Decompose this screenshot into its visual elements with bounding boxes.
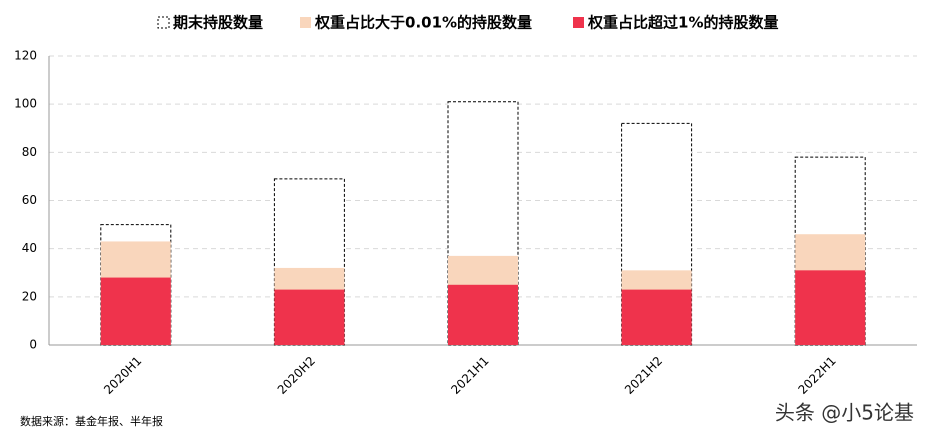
legend-marker: [157, 16, 170, 29]
y-tick-label: 100: [14, 97, 37, 111]
legend-label: 权重占比大于0.01%的持股数量: [314, 14, 532, 32]
bar: [274, 289, 345, 345]
watermark: 头条 @小5论基: [775, 401, 914, 425]
legend-label: 期末持股数量: [173, 14, 263, 32]
legend-marker: [573, 17, 584, 28]
x-tick-label: 2022H1: [796, 354, 839, 397]
y-tick-label: 80: [22, 145, 37, 159]
legend-label: 权重占比超过1%的持股数量: [587, 14, 778, 32]
x-tick-label: 2020H1: [101, 354, 144, 397]
x-tick-label: 2021H2: [622, 354, 665, 397]
source-note: 数据来源：基金年报、半年报: [20, 414, 163, 428]
y-tick-label: 40: [22, 241, 37, 255]
x-tick-label: 2021H1: [448, 354, 491, 397]
bar: [621, 289, 692, 345]
y-tick-label: 60: [22, 193, 37, 207]
y-tick-label: 20: [22, 289, 37, 303]
bar: [795, 270, 866, 345]
y-tick-label: 0: [29, 338, 37, 352]
legend-marker: [300, 17, 311, 28]
y-tick-label: 120: [14, 49, 37, 63]
bar: [448, 284, 518, 345]
bar: [100, 277, 171, 345]
x-tick-label: 2020H2: [275, 354, 318, 397]
